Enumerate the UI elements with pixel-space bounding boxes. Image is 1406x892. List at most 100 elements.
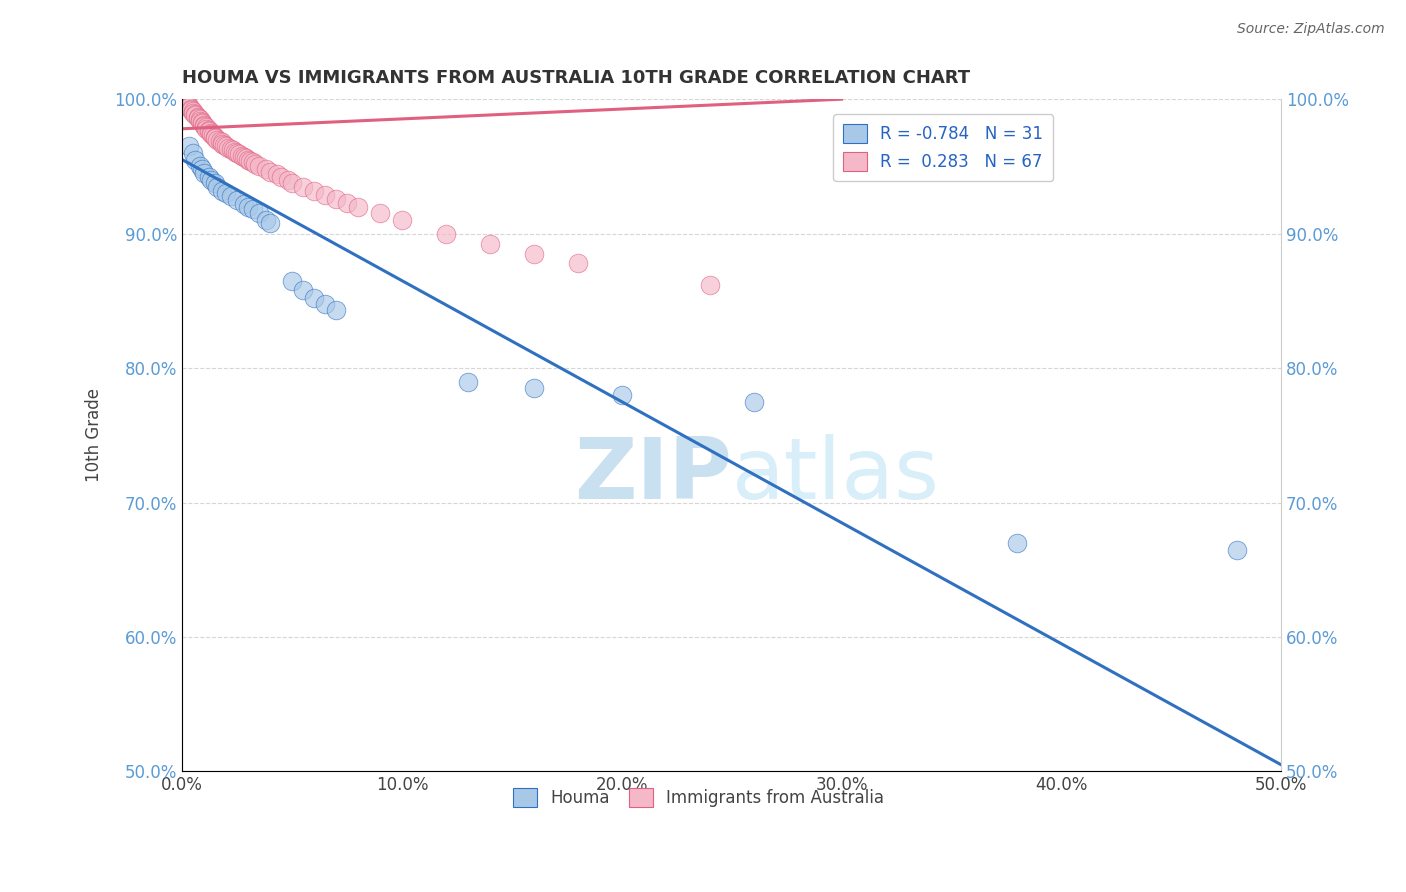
Point bbox=[434, 227, 457, 241]
Point bbox=[242, 155, 264, 169]
Point bbox=[391, 213, 413, 227]
Point bbox=[195, 121, 218, 136]
Point bbox=[281, 274, 304, 288]
Text: ZIP: ZIP bbox=[574, 434, 731, 517]
Point bbox=[254, 213, 277, 227]
Point bbox=[228, 147, 250, 161]
Point bbox=[208, 134, 231, 148]
Point bbox=[239, 154, 262, 169]
Point bbox=[325, 303, 347, 318]
Point bbox=[193, 118, 215, 132]
Point bbox=[457, 375, 479, 389]
Point bbox=[195, 120, 218, 135]
Point bbox=[180, 102, 202, 116]
Point bbox=[180, 103, 202, 117]
Point bbox=[523, 247, 546, 261]
Point bbox=[270, 170, 292, 185]
Point bbox=[191, 116, 214, 130]
Point bbox=[302, 184, 325, 198]
Point bbox=[197, 123, 219, 137]
Y-axis label: 10th Grade: 10th Grade bbox=[86, 388, 103, 483]
Point bbox=[181, 104, 204, 119]
Point bbox=[266, 168, 288, 182]
Point bbox=[567, 256, 589, 270]
Point bbox=[238, 200, 260, 214]
Point bbox=[173, 95, 195, 109]
Text: HOUMA VS IMMIGRANTS FROM AUSTRALIA 10TH GRADE CORRELATION CHART: HOUMA VS IMMIGRANTS FROM AUSTRALIA 10TH … bbox=[183, 69, 970, 87]
Point bbox=[177, 139, 200, 153]
Point bbox=[204, 131, 226, 145]
Point bbox=[193, 119, 215, 133]
Point bbox=[292, 283, 315, 297]
Point bbox=[207, 132, 229, 146]
Point bbox=[242, 202, 264, 217]
Point bbox=[207, 179, 229, 194]
Text: atlas: atlas bbox=[731, 434, 939, 517]
Point bbox=[247, 160, 270, 174]
Point bbox=[200, 173, 222, 187]
Point bbox=[247, 206, 270, 220]
Point bbox=[193, 166, 215, 180]
Point bbox=[347, 200, 370, 214]
Point bbox=[188, 112, 211, 127]
Point bbox=[219, 142, 242, 156]
Point bbox=[222, 143, 245, 157]
Text: Source: ZipAtlas.com: Source: ZipAtlas.com bbox=[1237, 22, 1385, 37]
Point bbox=[232, 150, 254, 164]
Point bbox=[226, 145, 249, 160]
Point bbox=[325, 192, 347, 206]
Point bbox=[314, 187, 336, 202]
Point bbox=[1226, 542, 1249, 557]
Point bbox=[212, 137, 235, 152]
Point bbox=[204, 176, 226, 190]
Point bbox=[176, 97, 198, 112]
Point bbox=[184, 107, 207, 121]
Point bbox=[204, 129, 226, 144]
Point bbox=[259, 216, 281, 230]
Point bbox=[184, 108, 207, 122]
Point bbox=[610, 388, 633, 402]
Point bbox=[238, 153, 260, 167]
Point bbox=[187, 111, 209, 125]
Point bbox=[176, 96, 198, 111]
Point bbox=[197, 170, 219, 185]
Point bbox=[277, 173, 299, 187]
Point bbox=[699, 277, 721, 292]
Point bbox=[235, 152, 257, 166]
Point bbox=[184, 153, 207, 167]
Point bbox=[217, 140, 239, 154]
Point bbox=[336, 195, 359, 210]
Point bbox=[314, 296, 336, 310]
Point bbox=[368, 206, 391, 220]
Point bbox=[259, 165, 281, 179]
Point bbox=[232, 197, 254, 211]
Point bbox=[1007, 536, 1029, 550]
Point bbox=[243, 157, 266, 171]
Point bbox=[188, 113, 211, 128]
Point bbox=[200, 126, 222, 140]
Point bbox=[181, 145, 204, 160]
Point bbox=[226, 193, 249, 207]
Point bbox=[181, 105, 204, 120]
Point bbox=[224, 145, 246, 159]
Point bbox=[292, 179, 315, 194]
Point bbox=[202, 128, 225, 143]
Point bbox=[211, 136, 233, 151]
Point bbox=[254, 162, 277, 177]
Point bbox=[187, 110, 209, 124]
Point bbox=[478, 237, 501, 252]
Point bbox=[191, 162, 214, 177]
Point bbox=[742, 394, 765, 409]
Point bbox=[211, 135, 233, 149]
Point bbox=[177, 100, 200, 114]
Point bbox=[197, 124, 219, 138]
Point bbox=[523, 381, 546, 395]
Point bbox=[211, 184, 233, 198]
Point bbox=[200, 127, 222, 141]
Point bbox=[191, 115, 214, 129]
Legend: Houma, Immigrants from Australia: Houma, Immigrants from Australia bbox=[506, 780, 891, 814]
Point bbox=[215, 186, 238, 201]
Point bbox=[231, 148, 253, 162]
Point bbox=[302, 291, 325, 305]
Point bbox=[215, 139, 238, 153]
